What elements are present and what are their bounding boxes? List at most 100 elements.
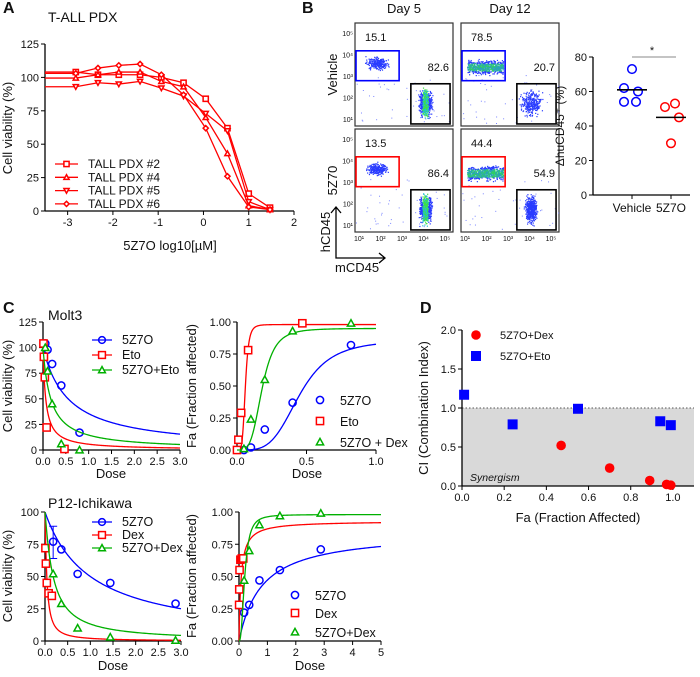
event-dot xyxy=(533,205,535,207)
event-dot xyxy=(426,115,428,117)
event-dot xyxy=(424,90,426,92)
legend-marker xyxy=(97,350,107,360)
event-dot xyxy=(373,60,375,62)
event-dot xyxy=(428,217,430,219)
event-dot xyxy=(532,212,534,214)
event-dot xyxy=(534,214,537,217)
event-dot xyxy=(525,203,527,205)
event-dot xyxy=(420,93,422,95)
event-dot xyxy=(376,67,378,69)
event-dot xyxy=(532,202,534,204)
event-dot xyxy=(424,208,427,210)
event-dot xyxy=(384,169,386,172)
event-dot xyxy=(470,168,472,170)
panel-label: C xyxy=(3,300,15,317)
event-dot xyxy=(491,175,493,177)
event-dot xyxy=(370,166,373,169)
event-dot xyxy=(377,223,379,225)
event-dot xyxy=(493,60,495,63)
event-dot xyxy=(491,60,493,62)
event-dot xyxy=(436,197,438,199)
x-tick-label: 10⁵ xyxy=(546,236,557,243)
event-dot xyxy=(494,68,496,70)
event-dot xyxy=(491,63,493,65)
y-tick-label: 0.50 xyxy=(210,381,231,393)
x-tick-label: -1 xyxy=(153,217,163,229)
event-dot xyxy=(520,104,523,106)
event-dot xyxy=(472,71,474,73)
event-dot xyxy=(424,117,426,119)
event-dot xyxy=(467,64,470,66)
event-dot xyxy=(380,171,382,173)
data-point xyxy=(115,61,123,70)
event-dot xyxy=(474,65,476,67)
event-dot xyxy=(535,193,537,195)
data-point xyxy=(223,149,232,157)
event-dot xyxy=(495,65,497,68)
event-dot xyxy=(376,119,378,121)
event-dot xyxy=(528,200,531,203)
event-dot xyxy=(477,65,479,67)
event-dot xyxy=(541,209,543,211)
event-dot xyxy=(535,94,537,96)
event-dot xyxy=(485,172,487,174)
event-dot xyxy=(427,100,429,103)
data-point xyxy=(236,408,246,418)
event-dot xyxy=(383,61,385,63)
mCD45-gate xyxy=(516,82,557,125)
event-dot xyxy=(526,98,528,100)
event-dot xyxy=(431,201,433,203)
event-dot xyxy=(429,204,432,206)
event-dot xyxy=(499,168,501,170)
event-dot xyxy=(429,217,431,219)
event-dot xyxy=(498,170,501,172)
event-dot xyxy=(377,64,379,67)
x-tick-label: 5 xyxy=(378,647,384,659)
event-dot xyxy=(469,175,471,178)
fit-curve xyxy=(42,347,181,449)
event-dot xyxy=(422,207,424,209)
event-dot xyxy=(554,208,556,210)
chart-title: P12-Ichikawa xyxy=(48,495,132,511)
event-dot xyxy=(419,211,421,213)
event-dot xyxy=(557,111,559,113)
event-dot xyxy=(488,176,491,178)
y-axis-label: hCD45 xyxy=(318,212,333,252)
event-dot xyxy=(424,100,426,102)
data-point xyxy=(618,96,630,107)
event-dot xyxy=(385,170,388,172)
event-dot xyxy=(519,207,521,209)
event-dot xyxy=(470,61,472,63)
event-dot xyxy=(422,196,424,198)
event-dot xyxy=(477,68,479,70)
event-dot xyxy=(527,94,530,96)
event-dot xyxy=(479,175,481,177)
event-dot xyxy=(531,114,534,116)
event-dot xyxy=(528,110,530,112)
event-dot xyxy=(488,72,490,74)
event-dot xyxy=(364,62,367,64)
event-dot xyxy=(470,178,472,180)
event-dot xyxy=(496,67,498,69)
event-dot xyxy=(474,215,476,217)
event-dot xyxy=(524,181,526,183)
event-dot xyxy=(444,213,446,215)
event-dot xyxy=(382,169,385,172)
event-dot xyxy=(492,169,494,172)
event-dot xyxy=(482,171,484,173)
event-dot xyxy=(528,205,530,207)
event-dot xyxy=(478,171,480,173)
data-point xyxy=(604,463,615,473)
event-dot xyxy=(386,166,388,169)
event-dot xyxy=(473,71,475,73)
event-dot xyxy=(530,100,533,102)
event-dot xyxy=(370,172,372,174)
event-dot xyxy=(428,104,430,106)
y-tick-label: 75 xyxy=(27,539,39,551)
event-dot xyxy=(495,169,497,171)
data-point xyxy=(235,565,244,575)
event-dot xyxy=(486,169,488,171)
event-dot xyxy=(476,175,478,177)
event-dot xyxy=(469,224,471,226)
event-dot xyxy=(433,110,435,112)
